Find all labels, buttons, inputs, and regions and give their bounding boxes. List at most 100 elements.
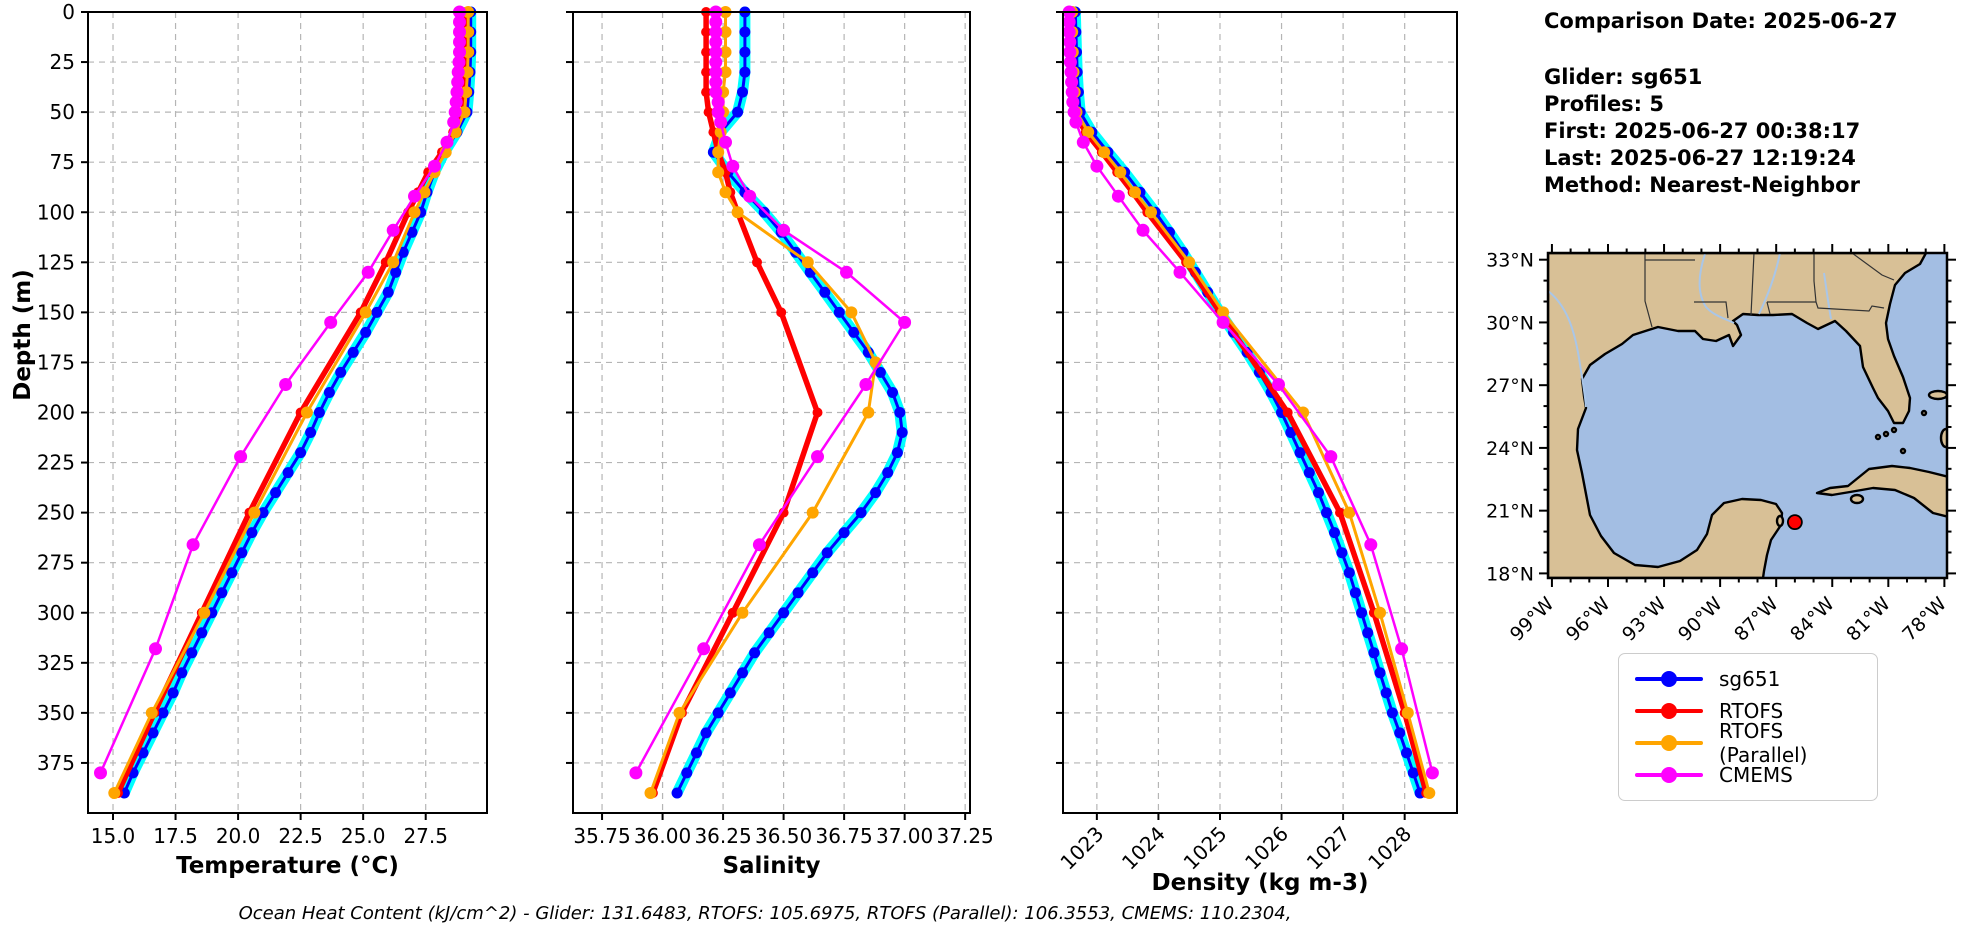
- svg-text:Salinity: Salinity: [722, 853, 820, 879]
- svg-text:81°W: 81°W: [1842, 593, 1895, 646]
- svg-text:84°W: 84°W: [1786, 593, 1839, 646]
- svg-text:17.5: 17.5: [153, 824, 198, 848]
- svg-text:36.50: 36.50: [755, 824, 812, 848]
- svg-text:175: 175: [37, 350, 75, 374]
- map-island-keys-3: [1874, 433, 1882, 441]
- comparison-date-text: Comparison Date: 2025-06-27: [1544, 9, 1898, 33]
- svg-text:99°W: 99°W: [1506, 593, 1559, 646]
- series-cmems: [94, 5, 466, 780]
- series-sg651: [671, 6, 908, 799]
- panel-salinity: 35.75 36.00 36.25 36.50 36.75 37.00 37.25 Salin…: [566, 5, 994, 879]
- svg-text:Density (kg m-3): Density (kg m-3): [1152, 870, 1369, 896]
- svg-text:87°W: 87°W: [1730, 593, 1783, 646]
- legend-line-sample: [1635, 671, 1703, 687]
- ocean-heat-content-caption: Ocean Heat Content (kJ/cm^2) - Glider: 1…: [238, 903, 1292, 924]
- series-rtofs: [647, 7, 823, 798]
- legend-label: RTOFS: [1719, 699, 1784, 723]
- map-frame: [1546, 251, 1949, 580]
- map-island-cozumel: [1775, 514, 1785, 528]
- svg-text:22.5: 22.5: [278, 824, 323, 848]
- svg-text:36.00: 36.00: [634, 824, 691, 848]
- svg-text:Depth (m): Depth (m): [10, 269, 36, 401]
- map-island-keys-1: [1882, 430, 1890, 438]
- svg-text:1028: 1028: [1363, 822, 1416, 875]
- svg-text:93°W: 93°W: [1618, 593, 1671, 646]
- series-cmems: [629, 5, 912, 780]
- map-land-cuba: [1815, 464, 1947, 518]
- legend-marker-dot: [1661, 767, 1677, 783]
- svg-text:20.0: 20.0: [216, 824, 261, 848]
- legend-line-sample: [1635, 767, 1703, 783]
- glider-position-marker: [1786, 514, 1803, 531]
- svg-text:75: 75: [50, 150, 75, 174]
- svg-text:1024: 1024: [1117, 822, 1170, 875]
- map-state-borders: [1644, 253, 1895, 328]
- last-time-text: Last: 2025-06-27 12:19:24: [1544, 146, 1856, 170]
- map-island-bahama: [1927, 389, 1947, 401]
- legend-item-rtofs: RTOFS: [1635, 695, 1877, 727]
- glider-text: Glider: sg651: [1544, 65, 1703, 89]
- svg-text:36.25: 36.25: [694, 824, 751, 848]
- svg-text:90°W: 90°W: [1674, 593, 1727, 646]
- map-land-north-america: [1548, 253, 1928, 578]
- map-river-apalachicola: [1823, 272, 1832, 320]
- map-island-juventud: [1849, 493, 1865, 505]
- legend-line-sample: [1635, 703, 1703, 719]
- svg-text:37.00: 37.00: [876, 824, 933, 848]
- svg-text:33°N: 33°N: [1486, 250, 1534, 272]
- svg-text:150: 150: [37, 300, 75, 324]
- series-uncertainty-band: [1069, 6, 1426, 799]
- legend-line-sample: [1635, 735, 1703, 751]
- svg-text:Temperature (°C): Temperature (°C): [176, 853, 399, 879]
- header-spacer: [1544, 35, 1974, 64]
- legend-item-rtofs-parallel: RTOFS (Parallel): [1635, 719, 1877, 767]
- series-uncertainty-band: [118, 6, 477, 799]
- svg-text:375: 375: [37, 751, 75, 775]
- svg-text:300: 300: [37, 601, 75, 625]
- svg-text:125: 125: [37, 250, 75, 274]
- series-rtofs-parallel-: [644, 6, 882, 799]
- svg-text:36.75: 36.75: [815, 824, 872, 848]
- map-river-alabama: [1758, 253, 1781, 315]
- legend-item-cmems: CMEMS: [1635, 759, 1877, 791]
- legend-label: RTOFS (Parallel): [1719, 719, 1808, 767]
- svg-text:24°N: 24°N: [1486, 438, 1534, 460]
- svg-text:27.5: 27.5: [403, 824, 448, 848]
- legend-label: sg651: [1719, 667, 1781, 691]
- svg-text:37.25: 37.25: [937, 824, 994, 848]
- info-header: Comparison Date: 2025-06-27 Glider: sg65…: [1544, 8, 1974, 199]
- svg-text:50: 50: [50, 100, 75, 124]
- svg-text:78°W: 78°W: [1898, 593, 1951, 646]
- svg-text:35.75: 35.75: [573, 824, 630, 848]
- series-cmems: [1062, 5, 1439, 780]
- svg-text:30°N: 30°N: [1486, 312, 1534, 334]
- svg-text:1025: 1025: [1179, 822, 1232, 875]
- first-time-text: First: 2025-06-27 00:38:17: [1544, 119, 1861, 143]
- svg-text:25.0: 25.0: [341, 824, 386, 848]
- svg-text:15.0: 15.0: [91, 824, 136, 848]
- svg-text:25: 25: [50, 50, 75, 74]
- svg-text:350: 350: [37, 701, 75, 725]
- legend-marker-dot: [1661, 703, 1677, 719]
- svg-text:18°N: 18°N: [1486, 563, 1534, 585]
- series-sg651: [1069, 6, 1426, 799]
- map-river-rio-grande: [1548, 290, 1587, 408]
- svg-text:325: 325: [37, 651, 75, 675]
- legend-marker-dot: [1661, 735, 1677, 751]
- map-island-keys-2: [1890, 426, 1898, 434]
- legend: sg651 RTOFS RTOFS (Parallel) CMEMS: [1618, 653, 1878, 801]
- legend-item-sg651: sg651: [1635, 663, 1877, 695]
- map-river-mississippi: [1698, 253, 1735, 324]
- svg-text:1023: 1023: [1055, 822, 1108, 875]
- svg-text:1027: 1027: [1302, 822, 1355, 875]
- gulf-map: 33°N 30°N 27°N 24°N 21°N 18°N 99°W 96°W 93°W 90°W…: [1486, 244, 1956, 646]
- svg-text:275: 275: [37, 551, 75, 575]
- svg-text:100: 100: [37, 200, 75, 224]
- map-geography: [1548, 253, 1947, 578]
- svg-text:96°W: 96°W: [1562, 593, 1615, 646]
- panel-temperature: 0 25 50 75 100 125 150 175 200 225 250 275 300 325 350…: [37, 0, 488, 879]
- map-island-cay-sal: [1899, 447, 1907, 455]
